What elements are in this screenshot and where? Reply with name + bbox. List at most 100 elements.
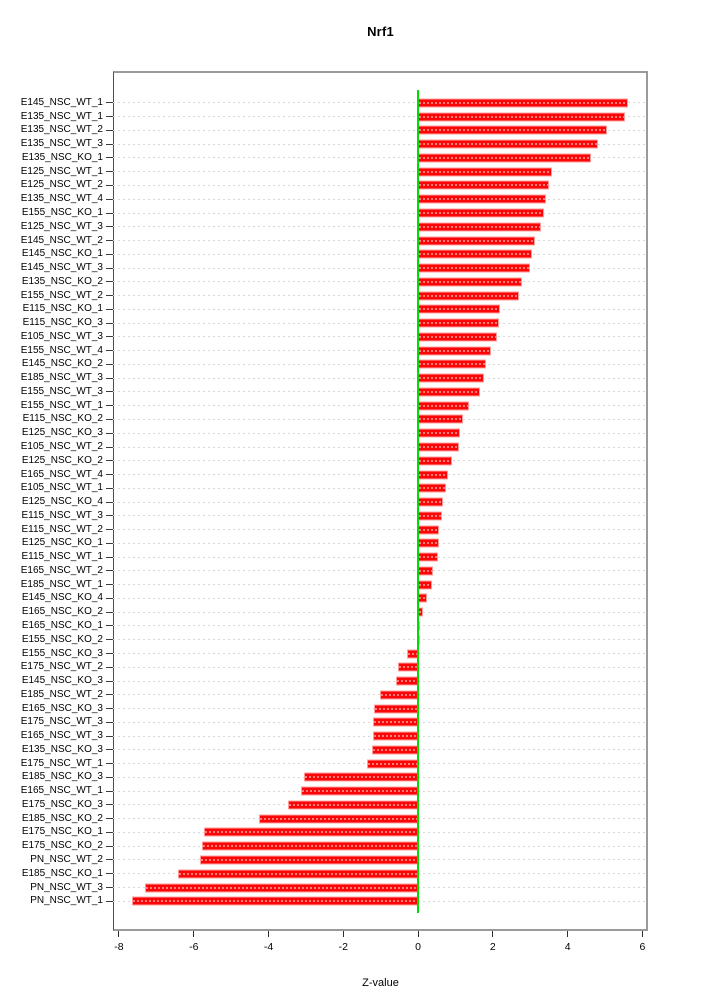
bar-track bbox=[113, 688, 648, 702]
bar-track bbox=[113, 179, 648, 193]
plot-frame bbox=[113, 71, 648, 931]
y-axis-category-label: E135_NSC_WT_3 bbox=[20, 138, 103, 150]
bar bbox=[259, 814, 419, 824]
gridline bbox=[113, 680, 648, 682]
bar-track bbox=[113, 509, 648, 523]
gridline bbox=[113, 597, 648, 599]
bar-dash-pattern bbox=[374, 721, 418, 723]
bar-dash-pattern bbox=[419, 184, 548, 186]
bar-track bbox=[113, 399, 648, 413]
y-axis-tick bbox=[103, 371, 113, 385]
gridline bbox=[113, 584, 648, 586]
bar-track bbox=[113, 839, 648, 853]
bar-dash-pattern bbox=[419, 116, 625, 118]
bar bbox=[418, 511, 442, 521]
y-axis-category-label: E155_NSC_KO_3 bbox=[21, 647, 103, 659]
bar-track bbox=[113, 550, 648, 564]
bar bbox=[418, 552, 438, 562]
gridline bbox=[113, 336, 648, 338]
y-axis-category-label: E175_NSC_KO_3 bbox=[21, 798, 103, 810]
y-axis-category-label: E135_NSC_WT_1 bbox=[20, 110, 103, 122]
y-axis-tick bbox=[103, 385, 113, 399]
chart-row: E185_NSC_KO_2 bbox=[0, 812, 720, 826]
bar-track bbox=[113, 137, 648, 151]
chart-row: E165_NSC_WT_4 bbox=[0, 468, 720, 482]
bar bbox=[418, 236, 535, 246]
chart-row: E175_NSC_KO_2 bbox=[0, 839, 720, 853]
chart-row: E185_NSC_KO_1 bbox=[0, 867, 720, 881]
y-axis-category-label: E135_NSC_KO_2 bbox=[21, 275, 103, 287]
bar-dash-pattern bbox=[419, 584, 431, 586]
y-axis-category-label: E155_NSC_KO_1 bbox=[21, 207, 103, 218]
y-axis-category-label: E155_NSC_WT_1 bbox=[20, 399, 103, 411]
y-axis-category-label: E125_NSC_WT_1 bbox=[20, 165, 103, 177]
bar bbox=[418, 208, 545, 218]
y-axis-category-label: E175_NSC_WT_3 bbox=[20, 716, 103, 728]
x-axis-tick-label: -2 bbox=[338, 941, 348, 953]
chart-row: E145_NSC_KO_2 bbox=[0, 358, 720, 372]
bar-dash-pattern bbox=[374, 708, 418, 710]
y-axis-category-label: E135_NSC_WT_2 bbox=[20, 124, 103, 136]
bar-track bbox=[113, 647, 648, 661]
y-axis-tick bbox=[103, 564, 113, 578]
chart-row: E165_NSC_KO_2 bbox=[0, 605, 720, 619]
gridline bbox=[113, 460, 648, 462]
chart-row: E115_NSC_KO_1 bbox=[0, 302, 720, 316]
y-axis-category-label: E185_NSC_WT_2 bbox=[20, 688, 103, 700]
chart-row: E135_NSC_KO_1 bbox=[0, 151, 720, 165]
bar-dash-pattern bbox=[419, 350, 490, 352]
bar-dash-pattern bbox=[419, 570, 432, 572]
gridline bbox=[113, 570, 648, 572]
y-axis-category-label: E125_NSC_KO_1 bbox=[21, 537, 103, 549]
chart-row: E165_NSC_WT_2 bbox=[0, 564, 720, 578]
bar-track bbox=[113, 592, 648, 606]
y-axis-category-label: E105_NSC_WT_2 bbox=[20, 441, 103, 453]
chart-row: E155_NSC_KO_1 bbox=[0, 206, 720, 220]
bar bbox=[418, 470, 448, 480]
bar-track bbox=[113, 192, 648, 206]
y-axis-tick bbox=[103, 440, 113, 454]
x-axis-tick bbox=[193, 931, 195, 937]
chart-row: E145_NSC_WT_2 bbox=[0, 234, 720, 248]
gridline bbox=[113, 281, 648, 283]
x-axis-tick bbox=[492, 931, 494, 937]
bar-track bbox=[113, 578, 648, 592]
chart-row: E165_NSC_WT_1 bbox=[0, 784, 720, 798]
chart-row: E105_NSC_WT_1 bbox=[0, 481, 720, 495]
x-axis-tick-label: 2 bbox=[489, 941, 496, 953]
bar-dash-pattern bbox=[419, 556, 437, 558]
chart-row: E155_NSC_WT_3 bbox=[0, 385, 720, 399]
gridline bbox=[113, 253, 648, 255]
y-axis-tick bbox=[103, 660, 113, 674]
y-axis-category-label: E165_NSC_WT_1 bbox=[20, 785, 103, 797]
y-axis-tick bbox=[103, 674, 113, 688]
bar-dash-pattern bbox=[203, 845, 418, 847]
bar-track bbox=[113, 757, 648, 771]
bar-track bbox=[113, 275, 648, 289]
bar-track bbox=[113, 481, 648, 495]
y-axis-category-label: E125_NSC_WT_2 bbox=[20, 179, 103, 191]
y-axis-tick bbox=[103, 853, 113, 867]
bar-track bbox=[113, 537, 648, 551]
y-axis-tick bbox=[103, 344, 113, 358]
chart-row: E155_NSC_KO_3 bbox=[0, 647, 720, 661]
bar-track bbox=[113, 344, 648, 358]
bar-track bbox=[113, 468, 648, 482]
y-axis-category-label: E165_NSC_KO_3 bbox=[21, 702, 103, 714]
bar-dash-pattern bbox=[145, 887, 418, 889]
bar-dash-pattern bbox=[419, 102, 628, 104]
gridline bbox=[113, 212, 648, 214]
bar-dash-pattern bbox=[260, 818, 418, 820]
y-axis-category-label: E145_NSC_KO_4 bbox=[21, 592, 103, 604]
bar bbox=[203, 827, 419, 837]
bar bbox=[418, 291, 519, 301]
bar bbox=[418, 346, 491, 356]
chart-row: E125_NSC_WT_3 bbox=[0, 220, 720, 234]
chart-row: PN_NSC_WT_3 bbox=[0, 881, 720, 895]
gridline bbox=[113, 556, 648, 558]
y-axis-tick bbox=[103, 110, 113, 124]
bar-track bbox=[113, 743, 648, 757]
bar bbox=[418, 332, 498, 342]
bar-dash-pattern bbox=[419, 542, 438, 544]
bar-dash-pattern bbox=[419, 336, 497, 338]
